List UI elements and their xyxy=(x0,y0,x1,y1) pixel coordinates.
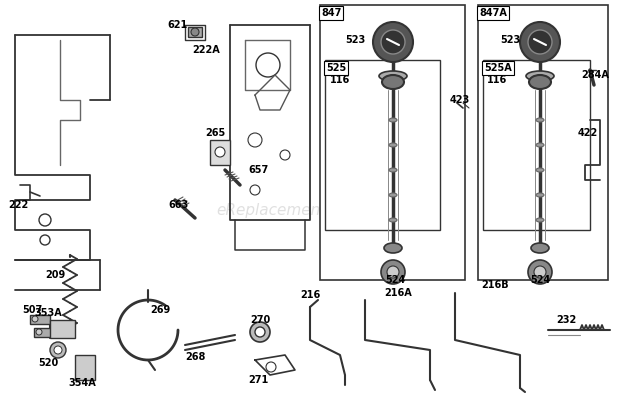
Circle shape xyxy=(255,327,265,337)
Text: 525: 525 xyxy=(326,63,346,73)
Text: 523: 523 xyxy=(500,35,520,45)
Bar xyxy=(478,5,608,280)
Text: eReplacementParts.com: eReplacementParts.com xyxy=(216,203,404,218)
Bar xyxy=(210,140,230,165)
Text: 520: 520 xyxy=(38,358,58,368)
Text: 353A: 353A xyxy=(34,308,62,318)
Text: 524: 524 xyxy=(530,275,550,285)
Circle shape xyxy=(50,342,66,358)
Circle shape xyxy=(381,260,405,284)
Text: 116: 116 xyxy=(487,75,507,85)
Ellipse shape xyxy=(536,118,544,122)
Text: 270: 270 xyxy=(250,315,270,325)
Ellipse shape xyxy=(536,168,544,172)
Text: 524: 524 xyxy=(385,275,405,285)
Ellipse shape xyxy=(389,218,397,222)
Text: 525A: 525A xyxy=(484,63,512,73)
Text: 216A: 216A xyxy=(384,288,412,298)
Circle shape xyxy=(39,214,51,226)
Bar xyxy=(50,320,75,338)
Ellipse shape xyxy=(531,243,549,253)
Text: 507: 507 xyxy=(22,305,42,315)
Circle shape xyxy=(248,133,262,147)
Circle shape xyxy=(250,322,270,342)
Text: 663: 663 xyxy=(168,200,188,210)
Ellipse shape xyxy=(389,168,397,172)
Text: 422: 422 xyxy=(578,128,598,138)
Text: 232: 232 xyxy=(556,315,576,325)
Circle shape xyxy=(36,329,42,335)
Ellipse shape xyxy=(536,143,544,147)
Text: 657: 657 xyxy=(248,165,268,175)
Circle shape xyxy=(373,22,413,62)
Ellipse shape xyxy=(384,243,402,253)
Ellipse shape xyxy=(379,71,407,81)
Text: 284A: 284A xyxy=(581,70,609,80)
Bar xyxy=(75,355,95,380)
Ellipse shape xyxy=(389,143,397,147)
Circle shape xyxy=(387,266,399,278)
Text: 222A: 222A xyxy=(192,45,220,55)
Text: 209: 209 xyxy=(45,270,65,280)
Circle shape xyxy=(215,147,225,157)
Circle shape xyxy=(266,362,276,372)
Circle shape xyxy=(40,235,50,245)
Ellipse shape xyxy=(389,118,397,122)
Circle shape xyxy=(528,260,552,284)
Text: 222: 222 xyxy=(8,200,29,210)
Circle shape xyxy=(520,22,560,62)
Bar xyxy=(483,60,590,230)
Text: 269: 269 xyxy=(150,305,170,315)
Text: 116: 116 xyxy=(330,75,350,85)
Text: 268: 268 xyxy=(185,352,205,362)
Circle shape xyxy=(250,185,260,195)
Text: 216: 216 xyxy=(300,290,320,300)
Text: 423: 423 xyxy=(450,95,470,105)
Text: 523: 523 xyxy=(345,35,365,45)
Bar xyxy=(34,328,54,337)
Bar xyxy=(325,60,440,230)
Circle shape xyxy=(32,316,38,322)
Bar xyxy=(320,5,465,280)
Text: 271: 271 xyxy=(248,375,268,385)
Circle shape xyxy=(534,266,546,278)
Ellipse shape xyxy=(526,71,554,81)
Ellipse shape xyxy=(529,75,551,89)
Circle shape xyxy=(280,150,290,160)
Text: 621: 621 xyxy=(167,20,187,30)
Circle shape xyxy=(54,346,62,354)
Text: 847A: 847A xyxy=(479,8,507,18)
Circle shape xyxy=(256,53,280,77)
Text: 354A: 354A xyxy=(68,378,96,388)
Ellipse shape xyxy=(536,218,544,222)
Bar xyxy=(30,315,50,324)
Text: 265: 265 xyxy=(205,128,225,138)
Text: 847: 847 xyxy=(321,8,342,18)
Text: 216B: 216B xyxy=(481,280,509,290)
Ellipse shape xyxy=(382,75,404,89)
Bar xyxy=(188,27,202,37)
Circle shape xyxy=(191,28,199,36)
Circle shape xyxy=(381,30,405,54)
Ellipse shape xyxy=(536,193,544,197)
Circle shape xyxy=(528,30,552,54)
Ellipse shape xyxy=(389,193,397,197)
